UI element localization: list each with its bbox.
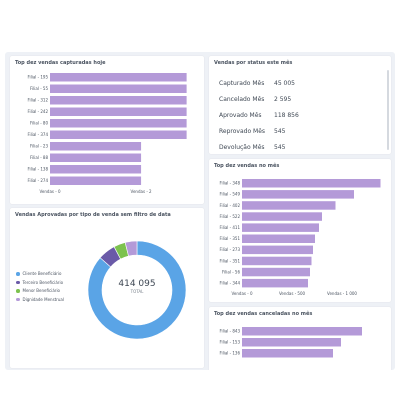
bar-label: Filial - 274 [27, 178, 48, 183]
legend-item[interactable]: Dignidade Menstrual [16, 297, 64, 302]
chart-donut [87, 240, 187, 340]
bar[interactable] [242, 234, 315, 244]
bar[interactable] [242, 212, 322, 221]
legend-label: Dignidade Menstrual [22, 296, 64, 302]
bar[interactable] [50, 96, 187, 105]
bar[interactable] [242, 267, 310, 277]
bar-label: Filial - 348 [219, 181, 240, 186]
card-donut: Vendas Aprovadas por tipo de venda sem f… [10, 208, 204, 368]
bar-label: Filial - 344 [219, 280, 240, 285]
card-title: Top dez vendas capturadas hoje [15, 60, 106, 66]
bar-label: Filial - 522 [219, 214, 240, 219]
bar[interactable] [50, 142, 142, 151]
bar-label: Filial - 153 [219, 340, 240, 345]
bar-label: Filial - 56 [222, 269, 240, 274]
legend-item[interactable]: Menor Beneficiário [16, 288, 60, 293]
bar-label: Filial - 195 [27, 75, 48, 80]
bar[interactable] [242, 179, 381, 188]
bar[interactable] [50, 107, 187, 117]
bar[interactable] [50, 84, 187, 94]
chart-top-month: Filial - 348 Filial - 549 Filial - 402 Fili… [219, 179, 381, 296]
donut-center: 414 095 TOTAL [107, 279, 167, 294]
stat-value: 2 595 [274, 96, 292, 103]
stat-label: Aprovado Mês [219, 112, 262, 119]
legend-swatch [16, 289, 20, 293]
legend-label: Cliente Beneficiário [22, 271, 62, 276]
stat-label: Devolução Mês [219, 144, 265, 151]
bar-label: Filial - 374 [27, 132, 48, 137]
bar-label: Filial - 843 [219, 329, 240, 334]
bar-label: Filial - 411 [219, 225, 240, 230]
bar[interactable] [50, 153, 142, 163]
bar[interactable] [50, 73, 187, 82]
card-title: Top dez vendas no mês [214, 163, 280, 169]
bar[interactable] [50, 130, 187, 140]
bar-label: Filial - 88 [30, 155, 48, 160]
bar[interactable] [242, 338, 341, 347]
bar-label: Filial - 312 [27, 98, 48, 103]
chart-top-sold-today: Filial - 195 Filial - 55 Filial - 312 Filia… [27, 73, 187, 194]
bar-label: Filial - 55 [30, 86, 48, 91]
stat-label: Cancelado Mês [219, 96, 265, 103]
legend-item[interactable]: Cliente Beneficiário [16, 271, 62, 276]
card-top-cancelled: Top dez vendas canceladas no mês Filial … [209, 307, 391, 370]
stat-label: Reprovado Mês [219, 128, 266, 135]
bar[interactable] [242, 190, 354, 199]
tick-label: Vendas - 0 [39, 189, 60, 194]
bar-label: Filial - 23 [30, 144, 48, 149]
tick-label: Vendas - 500 [279, 291, 306, 296]
bar[interactable] [242, 327, 362, 336]
card-status-month: Vendas por status este mês Capturado Mês… [209, 56, 391, 154]
donut-total-label: TOTAL [130, 289, 144, 294]
bar-label: Filial - 138 [27, 167, 48, 172]
scrollbar[interactable] [387, 70, 389, 150]
stat-value: 45 005 [274, 80, 295, 87]
bar[interactable] [242, 349, 333, 358]
bar-label: Filial - 136 [219, 351, 240, 356]
chart-top-cancelled: Filial - 843 Filial - 153 Filial - 136 [219, 327, 362, 358]
bar-label: Filial - 273 [219, 247, 240, 252]
card-title: Vendas por status este mês [214, 60, 293, 66]
stat-value: 545 [274, 128, 286, 135]
bar-label: Filial - 242 [27, 109, 48, 114]
bar[interactable] [242, 278, 308, 288]
legend-swatch [16, 297, 20, 302]
bar[interactable] [242, 245, 313, 255]
bar-label: Filial - 80 [30, 121, 48, 126]
legend-swatch [16, 280, 20, 285]
bar[interactable] [242, 201, 336, 210]
card-top-sold-today: Top dez vendas capturadas hoje Filial - … [10, 56, 204, 204]
bar[interactable] [242, 256, 312, 266]
card-top-month: Top dez vendas no mês Filial - 348 Filial… [209, 159, 391, 302]
pie-slice[interactable] [87, 240, 187, 340]
legend-label: Menor Beneficiário [22, 288, 61, 293]
bar[interactable] [50, 165, 142, 174]
bar[interactable] [242, 223, 319, 232]
tick-label: Vendas - 0 [231, 291, 252, 296]
stat-label: Capturado Mês [219, 80, 265, 87]
bar-label: Filial - 402 [219, 203, 240, 208]
bar-label: Filial - 549 [219, 192, 240, 197]
tick-label: Vendas - 1 000 [327, 291, 357, 296]
donut-total-value: 414 095 [118, 279, 156, 289]
legend-label: Terceiro Beneficiário [22, 279, 64, 285]
tick-label: Vendas - 2 [131, 189, 152, 194]
pie-slice[interactable] [124, 240, 138, 257]
stat-value: 545 [274, 144, 286, 151]
legend-swatch [16, 272, 20, 276]
card-title: Top dez vendas canceladas no mês [214, 311, 313, 317]
card-title: Vendas Aprovadas por tipo de venda sem f… [15, 212, 171, 218]
bar[interactable] [50, 119, 187, 128]
dashboard: Top dez vendas capturadas hoje Filial - … [5, 52, 395, 370]
bar[interactable] [50, 176, 142, 186]
stat-value: 118 856 [274, 112, 299, 119]
bar-label: Filial - 351 [219, 258, 240, 263]
legend-item[interactable]: Terceiro Beneficiário [16, 280, 63, 285]
bar-label: Filial - 351 [219, 236, 240, 241]
